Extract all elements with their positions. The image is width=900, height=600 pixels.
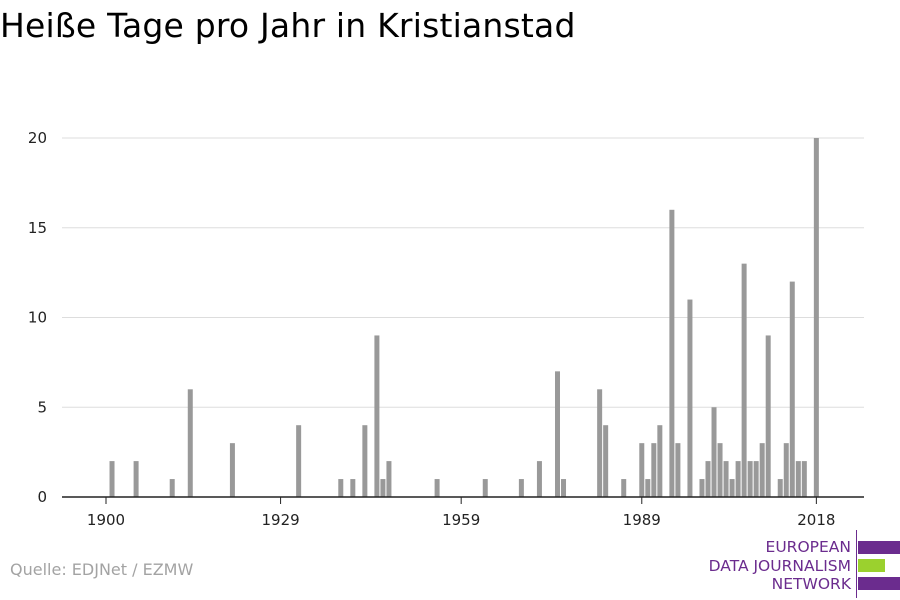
bar <box>482 479 488 497</box>
bar <box>603 425 609 497</box>
y-tick-label: 15 <box>28 219 47 237</box>
x-tick-label: 1959 <box>442 511 480 529</box>
x-tick-label: 1929 <box>261 511 299 529</box>
bar <box>729 479 735 497</box>
bar <box>187 389 193 497</box>
bar <box>753 461 759 497</box>
x-tick-label: 1900 <box>87 511 125 529</box>
bar <box>350 479 356 497</box>
bar <box>380 479 386 497</box>
logo-line-network: NETWORK <box>771 575 851 593</box>
bar <box>777 479 783 497</box>
bar <box>717 443 723 497</box>
bar <box>645 479 651 497</box>
logo-bar-purple-bottom <box>858 577 900 590</box>
bar <box>561 479 567 497</box>
bar <box>374 335 380 497</box>
bar <box>747 461 753 497</box>
bar <box>229 443 235 497</box>
bar <box>765 335 771 497</box>
bar <box>813 138 819 497</box>
x-axis-ticks: 1900 1929 1959 1989 2018 <box>87 497 835 529</box>
bar-chart: 1900 1929 1959 1989 2018 0 5 10 15 20 <box>28 129 864 529</box>
bar <box>338 479 344 497</box>
bar <box>639 443 645 497</box>
x-tick-label: 2018 <box>797 511 835 529</box>
bar <box>741 263 747 497</box>
bar <box>555 371 560 497</box>
bar <box>723 461 729 497</box>
y-axis-labels: 0 5 10 15 20 <box>28 129 47 506</box>
bar <box>169 479 175 497</box>
bars <box>109 138 819 498</box>
bar <box>434 479 440 497</box>
logo-bar-green <box>858 559 885 572</box>
bar <box>783 443 789 497</box>
bar <box>657 425 663 497</box>
bar <box>296 425 302 497</box>
bar <box>687 299 693 497</box>
bar <box>699 479 705 497</box>
bar <box>109 461 115 497</box>
edjnet-logo: EUROPEAN DATA JOURNALISM NETWORK <box>640 528 900 600</box>
logo-line-european: EUROPEAN <box>765 538 851 556</box>
bar <box>536 461 542 497</box>
y-tick-label: 10 <box>28 309 47 327</box>
chart-title: Heiße Tage pro Jahr in Kristianstad <box>0 6 576 45</box>
y-tick-label: 5 <box>37 398 47 416</box>
bar <box>651 443 657 497</box>
bar <box>795 461 801 497</box>
bar <box>801 461 807 497</box>
bar <box>133 461 139 497</box>
logo-divider <box>856 530 857 598</box>
source-note: Quelle: EDJNet / EZMW <box>10 560 194 579</box>
logo-line-data-journalism: DATA JOURNALISM <box>708 557 851 575</box>
bar <box>621 479 627 497</box>
x-tick-label: 1989 <box>623 511 661 529</box>
bar <box>789 281 795 497</box>
bar <box>386 461 392 497</box>
bar <box>669 209 675 498</box>
bar <box>597 389 603 497</box>
bar <box>759 443 765 497</box>
y-tick-label: 0 <box>37 488 47 506</box>
gridlines <box>62 137 864 408</box>
bar <box>362 425 368 497</box>
logo-bar-purple-top <box>858 541 900 554</box>
bar <box>705 461 711 497</box>
y-tick-label: 20 <box>28 129 47 147</box>
bar <box>675 443 681 497</box>
bar <box>518 479 524 497</box>
bar <box>711 407 717 497</box>
bar <box>735 461 741 497</box>
